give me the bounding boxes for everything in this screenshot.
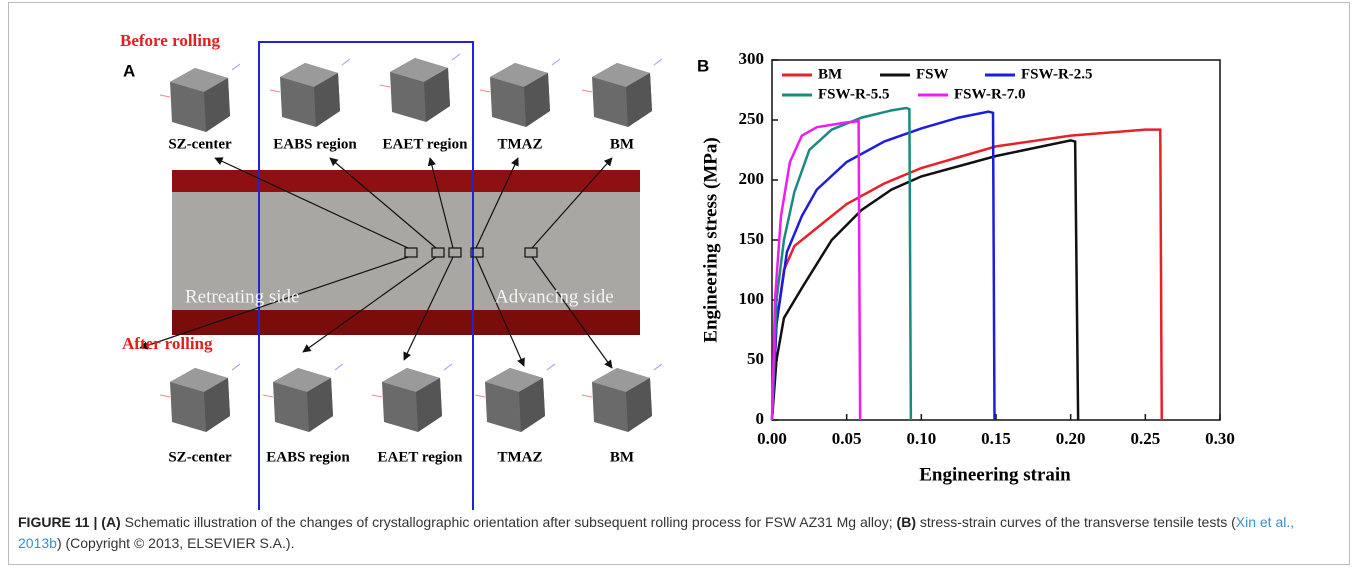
caption-part: (A) [101, 514, 120, 530]
bottom-label: BM [610, 449, 634, 465]
caption-text: Schematic illustration of the changes of… [121, 514, 897, 530]
top-label: SZ-center [168, 136, 232, 152]
plate-edge [172, 170, 640, 192]
x-tick-label: 0.25 [1130, 429, 1160, 448]
y-tick-label: 250 [739, 109, 765, 128]
legend-label: FSW-R-5.5 [818, 86, 890, 102]
side-label: Advancing side [495, 286, 614, 307]
bottom-label: SZ-center [168, 449, 232, 465]
bottom-label: TMAZ [498, 449, 543, 465]
y-tick-label: 100 [739, 289, 765, 308]
y-tick-label: 300 [739, 49, 765, 68]
panel-a: Before rolling A After rolling Retreatin… [120, 31, 662, 510]
legend-label: FSW-R-7.0 [954, 86, 1026, 102]
legend-label: FSW [916, 66, 949, 82]
y-tick-label: 0 [756, 409, 765, 428]
caption: FIGURE 11 | (A) Schematic illustration o… [18, 512, 1338, 554]
series-line [772, 140, 1078, 420]
x-tick-label: 0.30 [1205, 429, 1235, 448]
top-label: EAET region [383, 136, 469, 152]
x-tick-label: 0.20 [1056, 429, 1086, 448]
bottom-label: EABS region [266, 449, 350, 465]
y-tick-label: 200 [739, 169, 765, 188]
bottom-label: EAET region [378, 449, 464, 465]
side-label: Retreating side [185, 286, 300, 307]
top-label: EABS region [273, 136, 357, 152]
top-label: TMAZ [498, 136, 543, 152]
panel-b: B Engineering strain Engineering stress … [697, 49, 1235, 485]
after-label: After rolling [122, 334, 213, 353]
plot-frame [772, 60, 1220, 420]
top-label: BM [610, 136, 634, 152]
page: Before rolling A After rolling Retreatin… [0, 0, 1358, 575]
series-line [772, 130, 1162, 420]
x-tick-label: 0.05 [832, 429, 862, 448]
x-axis-label: Engineering strain [919, 464, 1071, 485]
y-axis-label: Engineering stress (MPa) [700, 137, 721, 342]
caption-part: (B) [897, 514, 916, 530]
figure: Before rolling A After rolling Retreatin… [0, 0, 1358, 510]
x-tick-label: 0.15 [981, 429, 1011, 448]
panel-letter: A [123, 61, 135, 80]
x-tick-label: 0.00 [757, 429, 787, 448]
y-tick-label: 150 [739, 229, 765, 248]
legend-label: BM [818, 66, 842, 82]
caption-text: ) (Copyright © 2013, ELSEVIER S.A.). [57, 535, 295, 551]
panel-letter: B [697, 56, 709, 75]
x-tick-label: 0.10 [906, 429, 936, 448]
y-tick-label: 50 [747, 349, 764, 368]
before-label: Before rolling [120, 31, 220, 50]
figure-label: FIGURE 11 | [18, 514, 97, 530]
caption-text: stress-strain curves of the transverse t… [916, 514, 1236, 530]
legend-label: FSW-R-2.5 [1021, 66, 1093, 82]
